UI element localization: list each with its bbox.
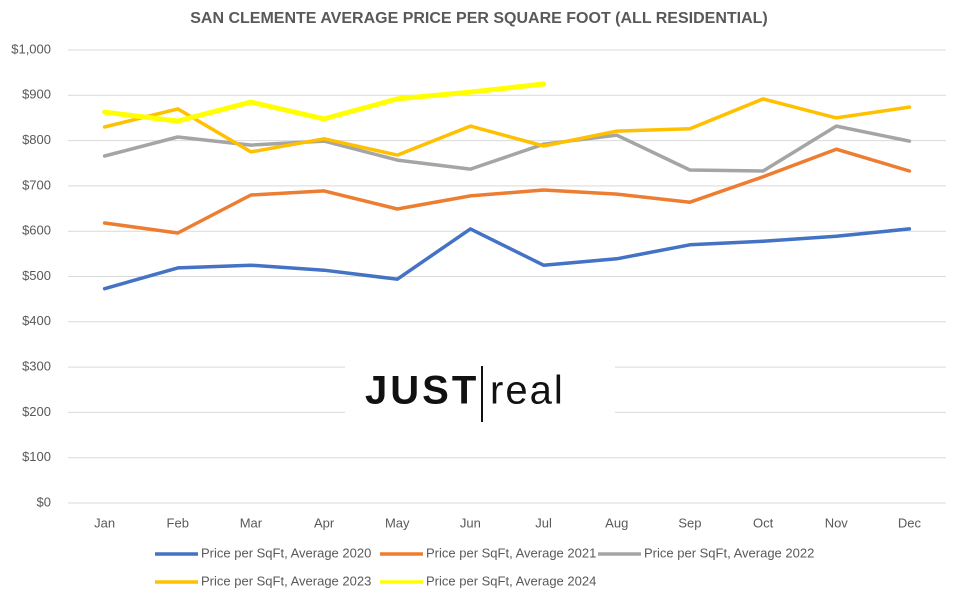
- x-tick-label: Jan: [94, 515, 115, 530]
- x-axis: Jan Feb Mar Apr May Jun Jul Aug Sep Oct Nov Dec: [94, 515, 921, 530]
- y-tick-label: $700: [22, 177, 51, 192]
- logo-left: JUST: [365, 369, 479, 413]
- x-tick-label: Oct: [753, 515, 774, 530]
- x-tick-label: Jul: [535, 515, 552, 530]
- series-line: [102, 147, 912, 235]
- y-tick-label: $500: [22, 268, 51, 283]
- x-tick-label: Jun: [460, 515, 481, 530]
- x-tick-label: May: [385, 515, 410, 530]
- series-line: [102, 227, 912, 291]
- y-tick-label: $300: [22, 359, 51, 374]
- series-line: [102, 97, 912, 157]
- x-tick-label: Apr: [314, 515, 335, 530]
- legend: Price per SqFt, Average 2020 Price per Sq…: [155, 545, 814, 588]
- logo-background: [345, 353, 615, 431]
- legend-label: Price per SqFt, Average 2021: [426, 545, 596, 560]
- x-tick-label: Nov: [825, 515, 849, 530]
- legend-label: Price per SqFt, Average 2024: [426, 573, 596, 588]
- x-tick-label: Feb: [167, 515, 189, 530]
- y-tick-label: $0: [37, 494, 51, 509]
- y-tick-label: $900: [22, 87, 51, 102]
- logo-right: real: [490, 369, 565, 413]
- y-tick-label: $400: [22, 313, 51, 328]
- chart-title: SAN CLEMENTE AVERAGE PRICE PER SQUARE FO…: [190, 10, 768, 27]
- legend-label: Price per SqFt, Average 2022: [644, 545, 814, 560]
- x-tick-label: Mar: [240, 515, 263, 530]
- legend-label: Price per SqFt, Average 2020: [201, 545, 371, 560]
- x-tick-label: Dec: [898, 515, 922, 530]
- legend-label: Price per SqFt, Average 2023: [201, 573, 371, 588]
- series-line: [102, 81, 547, 124]
- y-tick-label: $800: [22, 132, 51, 147]
- x-tick-label: Aug: [605, 515, 628, 530]
- y-tick-label: $200: [22, 404, 51, 419]
- y-tick-label: $1,000: [11, 41, 51, 56]
- y-tick-label: $600: [22, 223, 51, 238]
- x-tick-label: Sep: [678, 515, 701, 530]
- y-tick-label: $100: [22, 449, 51, 464]
- lines: [102, 81, 912, 291]
- series-line: [102, 124, 912, 173]
